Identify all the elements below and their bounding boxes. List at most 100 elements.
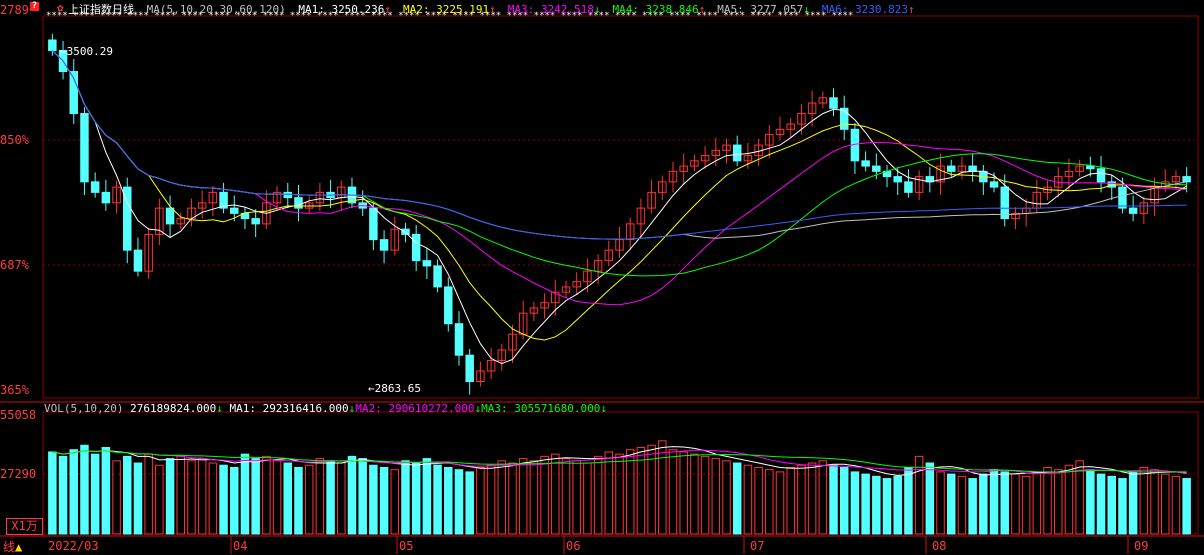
unit-badge[interactable]: X1万 [6,518,43,535]
candle-body [700,155,710,162]
volume-bar [625,449,635,535]
volume-bar [90,453,100,535]
volume-bar [989,469,999,535]
candle-body [872,165,881,172]
volume-bar [1150,469,1159,535]
volume-bar [58,455,68,535]
candle-body [797,113,806,125]
volume-bar [304,464,314,535]
volume-bar [379,466,389,535]
x-label-mar: 2022/03 [48,539,99,553]
price-header: 上证指数日线 MA(5,10,20,30,60,120) MA1: 3250.2… [56,1,933,16]
ma-item-1: MA1: 3250.236↑ [298,3,392,16]
volume-bar [1075,460,1084,535]
candle-body [904,181,913,193]
candle-body [411,233,421,262]
candle-body [572,281,581,288]
ma-params: MA(5,10,20,30,60,120) [146,3,286,16]
candle-body [369,207,378,241]
volume-bar [593,455,603,535]
candle-body [829,97,838,109]
volume-bar [347,455,357,535]
candle-body [80,113,89,183]
candle-body [1011,212,1020,220]
line-type-button[interactable]: 线▲ [3,540,23,554]
candle-body [197,202,207,209]
candle-body [144,233,153,272]
volume-bar [272,460,282,535]
volume-bar [968,478,977,535]
candle-body [454,323,464,356]
candle-body [722,144,731,151]
candle-body [1064,170,1074,178]
ma-line-6 [52,50,1187,240]
volume-bar [979,473,988,535]
volume-bar [48,451,57,535]
volume-bar [508,462,517,535]
candle-body [304,202,314,209]
candle-body [283,191,293,199]
candle-body [625,223,635,241]
candle-body [636,207,646,225]
y-label-2: 850% [0,133,29,147]
volume-bar [850,471,860,535]
candle-body [818,97,828,104]
volume-bar [658,440,667,535]
vol-value: 276189824.000 [130,402,217,415]
volume-bar [829,464,838,535]
volume-bar [615,453,624,535]
gear-icon[interactable]: ✿ [57,1,64,14]
candle-body [957,165,967,172]
candle-body [155,207,164,235]
volume-bar [123,455,132,535]
candle-body [1139,202,1149,214]
candle-body [90,181,100,193]
volume-bar [486,464,496,535]
volume-bar [765,469,774,535]
candle-body [208,191,218,204]
vol-ma-item-2: MA2: 290610272.000↓ [355,402,482,415]
help-icon[interactable]: ? [30,1,39,11]
volume-bar [1107,475,1116,535]
vol-label-top: 55058 [0,408,37,422]
volume-bar [1032,471,1042,535]
volume-bar [197,458,207,535]
candle-body [272,191,282,204]
candle-body [508,333,517,351]
candle-body [390,228,400,251]
index-title: 上证指数日线 [68,3,134,16]
volume-bar [262,455,271,535]
volume-bar [465,471,474,535]
volume-bar [187,460,196,535]
volume-bar [551,453,560,535]
volume-bar [754,466,763,535]
volume-bar [219,464,228,535]
volume-bar [946,473,956,535]
candle-body [732,144,742,162]
vol-ma-values: MA1: 292316416.000↓MA2: 290610272.000↓MA… [229,402,607,415]
candle-body [433,265,442,288]
candle-body [133,249,143,272]
volume-bar [1128,471,1138,535]
candle-body [230,207,239,214]
volume-bar [476,466,485,535]
candle-body [604,249,614,262]
volume-bar [904,466,913,535]
candle-body [1000,186,1009,220]
x-label-sep: 09 [1134,539,1149,553]
volume-bar [176,455,186,535]
ma-line-2 [52,50,1187,341]
candle-body [551,291,560,304]
candle-body [1118,186,1127,209]
price-frame [42,15,1199,399]
candle-body [679,165,688,172]
candle-body [668,170,678,183]
candle-body [69,71,78,115]
volume-bar [882,478,892,535]
volume-bar [1086,469,1095,535]
candle-body [101,191,111,204]
ma-values: MA1: 3250.236↑ MA2: 3225.191↑ MA3: 3242.51… [298,3,926,16]
volume-bar [572,460,581,535]
volume-bar [230,466,239,535]
